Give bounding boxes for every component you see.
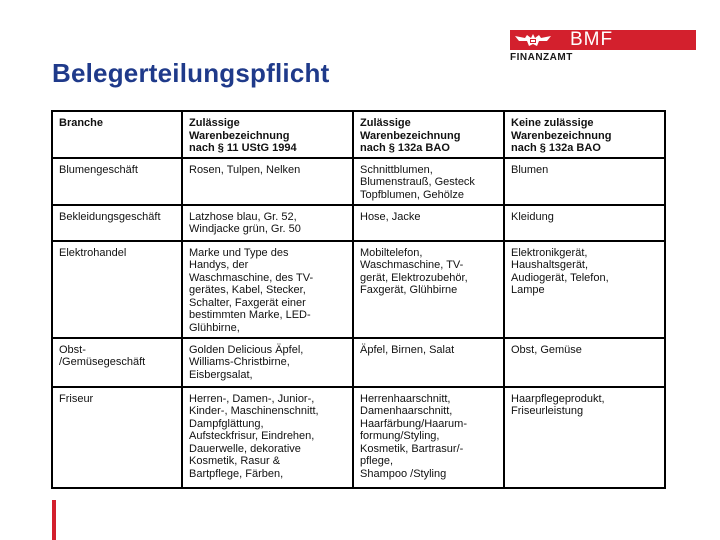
table-header-row: Branche Zulässige Warenbezeichnung nach … <box>51 110 666 159</box>
table-cell: Herren-, Damen-, Junior-, Kinder-, Masch… <box>181 385 354 489</box>
branch-table-frame: Branche Zulässige Warenbezeichnung nach … <box>51 110 666 500</box>
table-cell: Friseur <box>51 385 183 489</box>
header-cell: Keine zulässige Warenbezeichnung nach § … <box>503 110 666 159</box>
table-cell: Marke und Type des Handys, der Waschmasc… <box>181 239 354 339</box>
table-cell: Bekleidungsgeschäft <box>51 203 183 242</box>
table-cell: Herrenhaarschnitt, Damenhaarschnitt, Haa… <box>352 385 505 489</box>
logo-brand-text: BMF <box>570 29 614 50</box>
table-row: Obst- /Gemüsegeschäft Golden Delicious Ä… <box>51 336 666 388</box>
table-cell: Elektrohandel <box>51 239 183 339</box>
table-cell: Hose, Jacke <box>352 203 505 242</box>
branch-table: Branche Zulässige Warenbezeichnung nach … <box>51 110 666 489</box>
table-cell: Elektronikgerät, Haushaltsgerät, Audioge… <box>503 239 666 339</box>
header-cell: Branche <box>51 110 183 159</box>
table-cell: Rosen, Tulpen, Nelken <box>181 156 354 206</box>
eagle-emblem-icon <box>515 34 551 46</box>
table-row: Friseur Herren-, Damen-, Junior-, Kinder… <box>51 385 666 489</box>
table-cell: Blumen <box>503 156 666 206</box>
table-cell: Kleidung <box>503 203 666 242</box>
header-cell: Zulässige Warenbezeichnung nach § 132a B… <box>352 110 505 159</box>
table-cell: Golden Delicious Äpfel, Williams-Christb… <box>181 336 354 388</box>
table-cell: Blumengeschäft <box>51 156 183 206</box>
page-title: Belegerteilungspflicht <box>52 58 330 88</box>
header-cell: Zulässige Warenbezeichnung nach § 11 USt… <box>181 110 354 159</box>
table-cell: Latzhose blau, Gr. 52, Windjacke grün, G… <box>181 203 354 242</box>
table-cell: Mobiltelefon, Waschmaschine, TV- gerät, … <box>352 239 505 339</box>
accent-red-line <box>52 500 56 540</box>
table-cell: Haarpflegeprodukt, Friseurleistung <box>503 385 666 489</box>
table-cell: Äpfel, Birnen, Salat <box>352 336 505 388</box>
table-row: Elektrohandel Marke und Type des Handys,… <box>51 239 666 339</box>
logo-bar: BMF <box>510 30 696 50</box>
table-row: Blumengeschäft Rosen, Tulpen, Nelken Sch… <box>51 156 666 206</box>
table-cell: Obst- /Gemüsegeschäft <box>51 336 183 388</box>
bmf-logo: BMF FINANZAMT <box>510 30 696 66</box>
table-cell: Obst, Gemüse <box>503 336 666 388</box>
logo-subtitle: FINANZAMT <box>510 52 573 63</box>
table-row: Bekleidungsgeschäft Latzhose blau, Gr. 5… <box>51 203 666 242</box>
table-cell: Schnittblumen, Blumenstrauß, Gesteck Top… <box>352 156 505 206</box>
